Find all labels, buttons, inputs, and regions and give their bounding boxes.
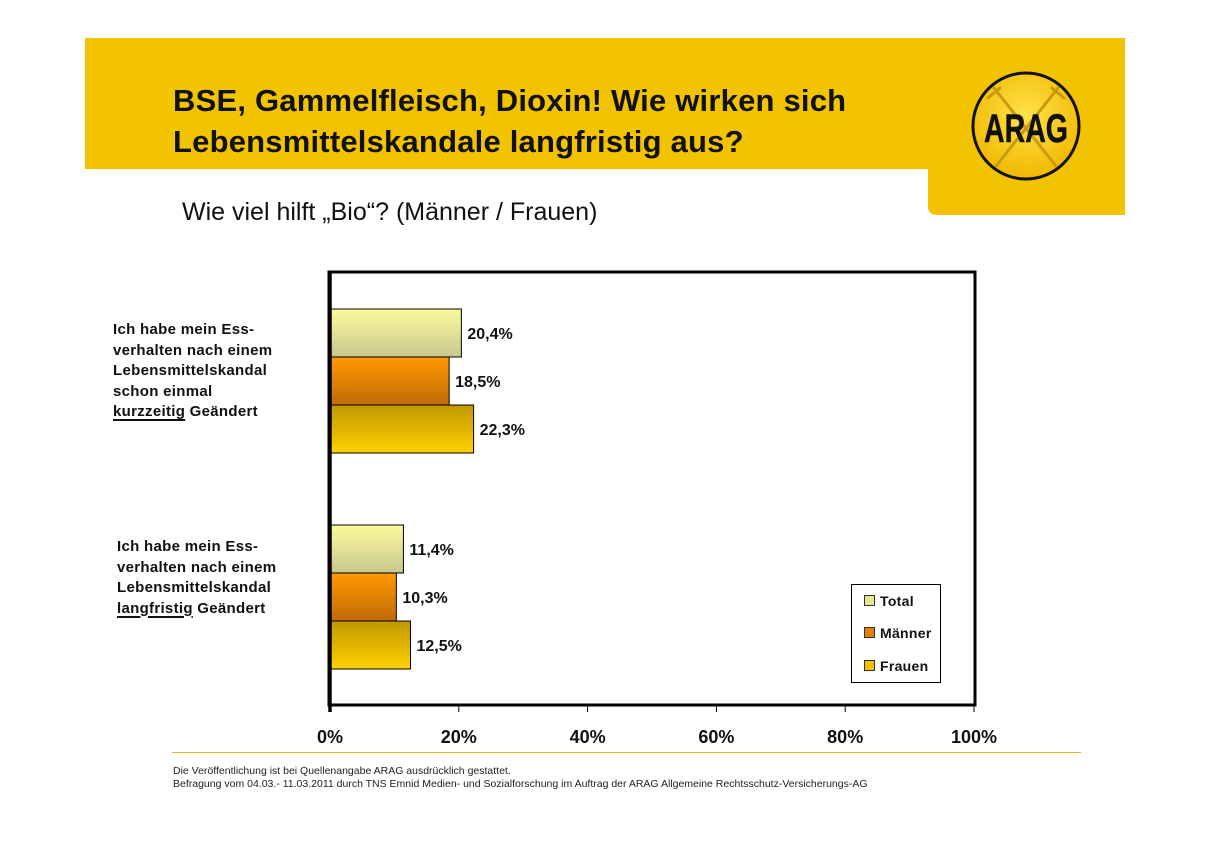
banner-cutout [85, 169, 928, 229]
data-label: 18,5% [455, 374, 500, 391]
category-label-line: Ich habe mein Ess- [113, 321, 255, 338]
category-label-line: verhalten nach einem [113, 341, 273, 359]
footer-line-1: Die Veröffentlichung ist bei Quellenanga… [173, 765, 511, 777]
emphasis-underlined: langfristig [117, 599, 193, 617]
x-tick-label: 0% [317, 727, 343, 747]
category-label-line: Lebensmittelskandal [113, 362, 268, 379]
bar-frauen-1 [329, 404, 475, 454]
title-line-1: BSE, Gammelfleisch, Dioxin! Wie wirken s… [173, 83, 847, 118]
legend-swatch-total [864, 595, 875, 606]
bar-frauen-2 [329, 620, 411, 670]
chart-subtitle: Wie viel hilft „Bio“? (Männer / Frauen) [182, 198, 598, 226]
legend-swatch-maenner [864, 627, 875, 638]
title-line-2: Lebensmittelskandale langfristig aus? [173, 124, 744, 159]
category-label-line: langfristig Geändert [117, 599, 266, 617]
x-tick-label: 40% [570, 727, 606, 747]
legend-item-maenner: Männer [864, 625, 932, 641]
footer-divider [172, 752, 1081, 753]
legend-label: Männer [880, 625, 932, 641]
legend-item-total: Total [864, 593, 914, 609]
bar-maenner-1 [329, 356, 450, 406]
category-label-line: Lebensmittelskandal [117, 579, 272, 596]
bar-maenner-2 [329, 572, 397, 622]
legend-label: Frauen [880, 658, 929, 674]
bar-total-2 [329, 524, 404, 574]
data-label: 20,4% [467, 326, 512, 343]
category-label-line: Ich habe mein Ess- [117, 538, 259, 555]
category-label-1: Ich habe mein Ess-verhalten nach einem Le… [113, 320, 272, 423]
page-title: BSE, Gammelfleisch, Dioxin! Wie wirken s… [173, 80, 846, 162]
data-label: 10,3% [402, 590, 447, 607]
footer: Die Veröffentlichung ist bei Quellenanga… [173, 765, 868, 791]
category-label-line: kurzzeitig Geändert [113, 403, 258, 420]
bar-total-1 [329, 308, 462, 358]
data-label: 12,5% [417, 638, 462, 655]
emphasis-underlined: kurzzeitig [113, 403, 186, 420]
x-tick-label: 100% [951, 727, 997, 747]
chart-legend: Total Männer Frauen [851, 584, 941, 683]
arag-logo: ARAG [971, 71, 1081, 181]
logo-text: ARAG [984, 107, 1068, 151]
header-banner [85, 38, 1125, 169]
data-label: 11,4% [409, 542, 453, 559]
category-label-line: schon einmal [113, 382, 213, 400]
legend-label: Total [880, 593, 914, 609]
data-label: 22,3% [480, 422, 525, 439]
footer-line-2: Befragung vom 04.03.- 11.03.2011 durch T… [173, 778, 868, 790]
category-label-2: Ich habe mein Ess-verhalten nach einem Le… [117, 537, 276, 619]
category-label-line: verhalten nach einem [117, 558, 277, 576]
legend-item-frauen: Frauen [864, 658, 928, 674]
crossed-swords-icon [986, 86, 1066, 168]
x-tick-label: 60% [698, 727, 734, 747]
legend-swatch-frauen [864, 660, 875, 671]
x-tick-label: 20% [441, 727, 477, 747]
x-tick-label: 80% [827, 727, 863, 747]
